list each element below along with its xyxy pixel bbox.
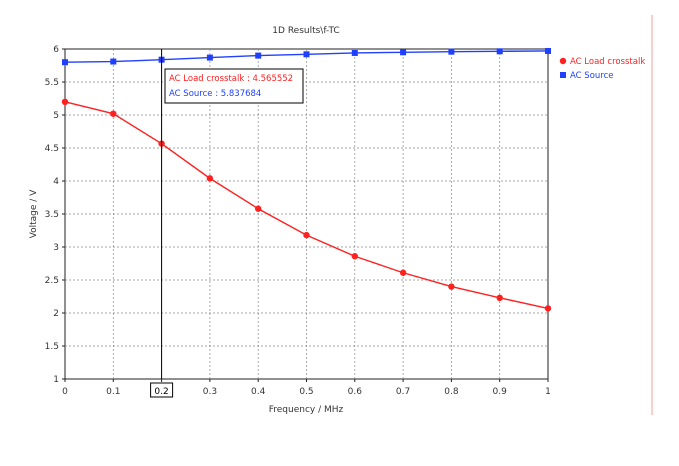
y-tick-label: 2.5 [45,276,59,286]
y-tick-label: 2 [53,309,59,319]
x-tick-label: 0.4 [251,387,266,397]
y-tick-label: 5 [53,111,59,121]
tooltip-ac-source-value: AC Source : 5.837684 [169,89,261,99]
data-point-ac-load-crosstalk [399,269,407,276]
data-point-ac-load-crosstalk [61,98,69,106]
legend-marker-ac-load-crosstalk [559,57,567,65]
x-axis-ticks: 0 0.1 0.2 0.3 0.4 0.5 0.6 0.7 0.8 0.9 1 [62,379,551,397]
data-point-ac-source [303,51,310,58]
y-tick-label: 3.5 [45,210,59,220]
y-tick-label: 5.5 [45,78,59,88]
y-tick-label: 3 [53,243,59,253]
cursor-x-box [150,382,174,398]
y-axis-label: Voltage / V [29,189,39,239]
data-point-ac-source [255,52,262,59]
data-point-ac-source [545,47,551,54]
data-point-ac-load-crosstalk [303,231,310,239]
grid-lines [65,49,548,379]
x-tick-label: 0.1 [106,387,120,397]
y-axis-ticks: 1 1.5 2 2.5 3 3.5 4 4.5 5 5.5 6 [45,45,65,385]
x-tick-label: 0.8 [444,387,459,397]
y-tick-label: 1 [53,375,59,385]
x-tick-label: 1 [545,387,551,397]
y-tick-label: 1.5 [45,342,59,352]
legend-marker-ac-source [560,72,566,78]
data-point-ac-load-crosstalk [110,110,117,117]
series-layer [61,47,552,312]
data-point-ac-source [351,49,358,56]
cursor-x-label: 0.2 [154,387,168,397]
data-point-ac-source [448,48,455,55]
x-tick-label: 0.6 [348,387,363,397]
data-point-ac-load-crosstalk [255,205,262,212]
data-point-ac-source [496,48,503,55]
tooltip-ac-load-value: AC Load crosstalk : 4.565552 [169,74,293,84]
data-point-ac-load-crosstalk [544,305,552,312]
y-tick-label: 6 [53,45,59,55]
series-ac-load-crosstalk [61,98,552,312]
data-point-ac-load-crosstalk [351,253,358,260]
data-point-ac-load-crosstalk [496,294,503,302]
y-tick-label: 4.5 [45,144,59,154]
x-tick-label: 0.7 [396,387,410,397]
x-tick-label: 0.9 [493,387,508,397]
x-tick-label: 0.5 [299,387,313,397]
cursor-tooltip [164,68,304,104]
y-tick-label: 4 [53,177,59,187]
x-axis-label: Frequency / MHz [269,405,344,415]
x-tick-label: 0 [62,387,68,397]
data-point-ac-source [400,49,407,56]
legend: AC Load crosstalk AC Source [559,57,645,81]
chart-title: 1D Results\f-TC [272,26,339,36]
legend-label-ac-load-crosstalk: AC Load crosstalk [570,57,645,67]
data-point-ac-source [110,58,117,65]
x-tick-label: 0.3 [203,387,217,397]
data-point-ac-source [62,59,68,66]
legend-label-ac-source: AC Source [570,71,614,81]
data-point-ac-load-crosstalk [448,283,455,290]
data-point-ac-load-crosstalk [206,175,214,182]
data-point-ac-source [206,54,213,61]
